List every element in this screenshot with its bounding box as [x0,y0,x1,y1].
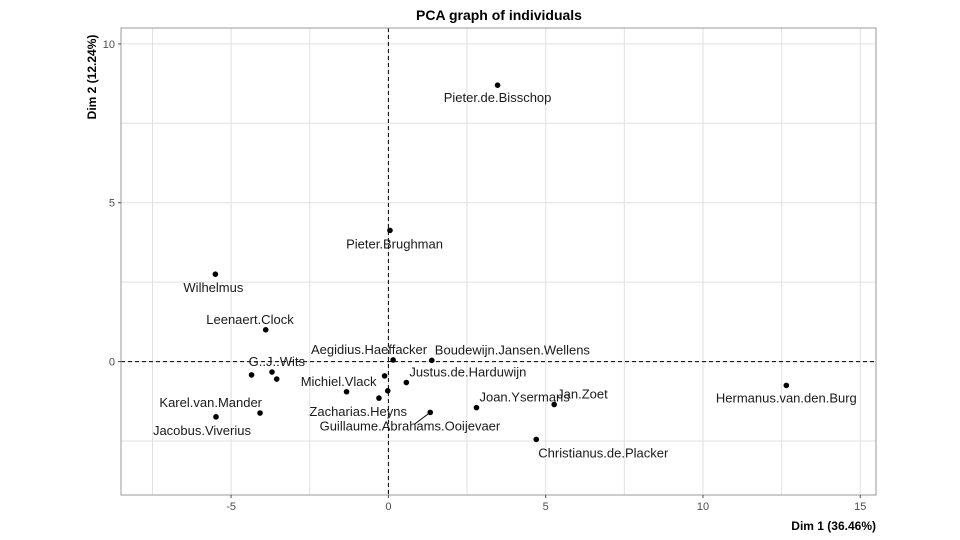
point-label: Wilhelmus [183,280,243,295]
data-point [387,227,393,234]
point-label: Guillaume.Abrahams.Ooijevaer [320,418,501,433]
data-point [248,372,255,378]
point-label: Jan.Zoet [557,386,608,401]
point-label: Leenaert.Clock [206,312,294,327]
point-label: Pieter.Brughman [346,236,443,251]
data-point [262,327,269,333]
data-point [390,357,396,363]
reference-lines [121,28,876,495]
plot-panel [120,27,877,496]
data-point [381,373,388,379]
y-tick-label: 0 [109,357,115,369]
point-label: Boudewijn.Jansen.Wellens [435,342,591,357]
point-label: Pieter.de.Bisschop [444,90,552,105]
data-point [212,271,219,278]
data-point [533,436,540,443]
y-tick-label: 10 [103,39,115,51]
point-label: Michiel.Vlack [301,374,377,389]
data-point [384,387,391,394]
point-label: Christianus.de.Placker [538,445,669,460]
axis-ticks: -5 0 5 10 15 0 5 10 [103,39,867,513]
point-label: Hermanus.van.den.Burg [716,390,857,405]
x-tick-label: 10 [697,501,709,513]
data-point [473,404,480,411]
x-tick-label: 5 [543,501,549,513]
y-axis-title: Dim 2 (12.24%) [85,35,99,120]
data-point [273,376,280,382]
data-point [343,388,350,395]
x-tick-label: -5 [226,501,236,513]
point-label: Zacharias.Heyns [309,404,407,419]
point-label: Justus.de.Harduwijn [409,365,526,380]
x-axis-title: Dim 1 (36.46%) [791,519,876,533]
point-label: Jacobus.Viverius [153,423,252,438]
x-tick-label: 0 [385,501,391,513]
data-point [213,414,219,420]
label-leader-line [413,412,431,425]
data-point [783,382,790,389]
data-point [427,409,434,416]
data-point [494,82,501,88]
point-label: Karel.van.Mander [159,395,262,410]
data-points [212,82,790,443]
point-label: Joan.Ysermans [479,390,570,405]
label-leader-lines [413,412,431,425]
y-tick-label: 5 [109,198,115,210]
point-label: Aegidius.Haeffacker [311,342,428,357]
chart-title: PCA graph of individuals [416,7,582,23]
data-point [376,395,382,401]
point-label: G..J..Wits [249,354,306,369]
data-point [551,401,557,408]
data-point [257,410,263,416]
data-point [429,357,435,364]
point-labels: Pieter.de.Bisschop Pieter.Brughman Wilhelm… [153,90,857,460]
x-tick-label: 15 [854,501,866,513]
grid [121,28,876,495]
data-point [269,369,275,375]
data-point [403,379,410,386]
